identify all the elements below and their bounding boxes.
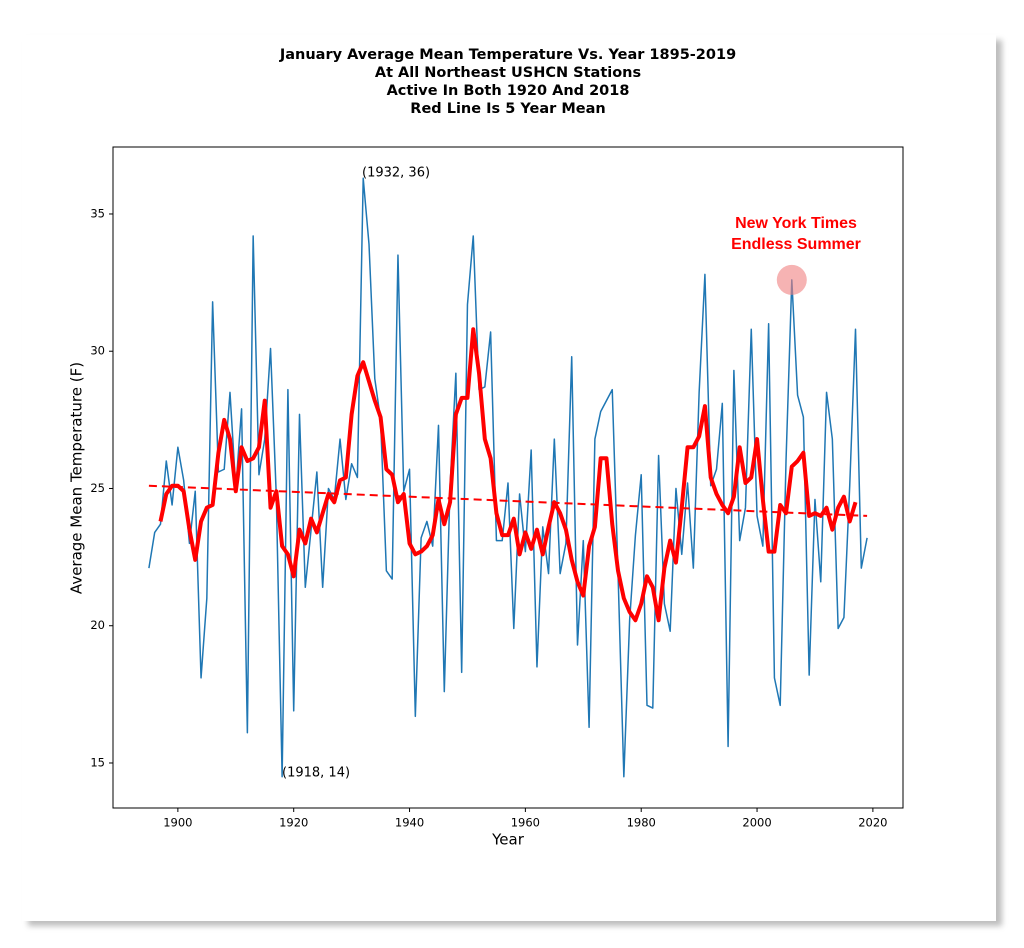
chart-title: Active In Both 1920 And 2018 [387,83,630,99]
y-tick-label: 15 [90,755,105,769]
highlight-label: New York Times [735,215,857,232]
y-tick-label: 25 [90,481,105,495]
y-axis-label: Average Mean Temperature (F) [68,362,86,594]
x-tick-label: 1900 [163,816,192,830]
highlight-label: Endless Summer [731,236,861,253]
chart-title: At All Northeast USHCN Stations [375,65,641,81]
x-tick-label: 2000 [742,816,771,830]
y-tick-label: 20 [90,618,105,632]
x-tick-label: 1920 [279,816,308,830]
x-tick-label: 2020 [858,816,887,830]
x-tick-label: 1940 [395,816,424,830]
chart-title: January Average Mean Temperature Vs. Yea… [279,47,736,63]
annotation: (1932, 36) [362,166,430,181]
x-tick-label: 1960 [511,816,540,830]
data-line [148,177,868,778]
y-tick-label: 35 [90,206,105,220]
x-tick-label: 1980 [627,816,656,830]
data-line [148,484,868,517]
chart-title: Red Line Is 5 Year Mean [410,101,605,117]
annotation: (1918, 14) [282,766,350,781]
y-tick-label: 30 [90,344,105,358]
plot-frame [112,146,904,809]
x-axis-label: Year [491,831,525,849]
data-line [158,327,858,623]
highlight-marker [776,264,807,295]
